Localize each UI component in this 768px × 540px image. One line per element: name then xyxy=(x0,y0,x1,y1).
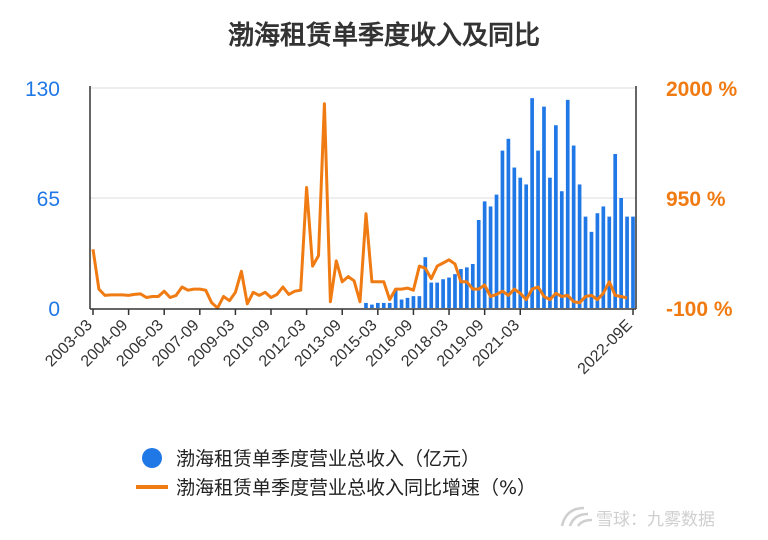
revenue-bar xyxy=(441,279,445,308)
right-axis: 2000 % 950 % -100 % xyxy=(666,78,738,321)
revenue-bar xyxy=(494,194,499,308)
revenue-bar xyxy=(518,177,523,308)
legend-label-growth: 渤海租赁单季度营业总收入同比增速（%） xyxy=(176,477,536,499)
revenue-bar xyxy=(554,125,558,308)
revenue-bar xyxy=(530,98,534,309)
revenue-bar xyxy=(536,150,540,308)
growth-line xyxy=(91,102,628,310)
revenue-bar xyxy=(387,302,392,308)
left-axis: 130 65 0 xyxy=(25,78,60,321)
revenue-bar xyxy=(619,198,623,308)
revenue-bar xyxy=(476,220,481,308)
right-tick-label: -100 % xyxy=(666,298,733,321)
revenue-bar xyxy=(601,206,606,308)
legend-item-growth: 渤海租赁单季度营业总收入同比增速（%） xyxy=(136,477,536,499)
revenue-bar xyxy=(465,267,469,308)
left-tick-label: 65 xyxy=(37,188,60,211)
left-tick-label: 0 xyxy=(48,298,60,321)
revenue-bar xyxy=(405,297,410,308)
revenue-bar xyxy=(411,296,416,308)
legend: 渤海租赁单季度营业总收入（亿元） 渤海租赁单季度营业总收入同比增速（%） xyxy=(136,448,536,499)
left-tick-label: 130 xyxy=(25,78,60,101)
right-tick-label: 2000 % xyxy=(666,78,738,101)
revenue-bar xyxy=(393,289,398,308)
revenue-bar xyxy=(423,257,428,308)
revenue-bar xyxy=(607,216,612,308)
revenue-bar xyxy=(524,184,529,308)
x-tick-label: 2022-09E xyxy=(575,317,636,378)
revenue-bar xyxy=(565,99,570,308)
revenue-bar xyxy=(571,145,576,308)
revenue-bar xyxy=(559,191,564,308)
growth-line-path xyxy=(91,102,628,310)
revenue-bar xyxy=(470,264,475,308)
snowball-logo-icon xyxy=(560,506,593,527)
revenue-bar xyxy=(500,150,505,308)
watermark-text: 雪球：九雾数据 xyxy=(596,510,715,530)
revenue-bar xyxy=(488,206,493,308)
revenue-bar xyxy=(631,216,635,308)
revenue-bar xyxy=(370,304,374,308)
legend-label-revenue: 渤海租赁单季度营业总收入（亿元） xyxy=(176,448,480,470)
revenue-bar xyxy=(595,213,600,308)
revenue-bar xyxy=(512,167,517,308)
revenue-bar xyxy=(548,177,552,308)
revenue-bar xyxy=(447,277,451,308)
revenue-bar xyxy=(613,154,618,308)
revenue-bar xyxy=(375,302,380,308)
revenue-bar xyxy=(453,274,457,308)
revenue-bar xyxy=(364,302,368,308)
revenue-bar xyxy=(625,216,629,308)
revenue-bar xyxy=(435,282,440,308)
revenue-bar xyxy=(583,216,588,308)
revenue-bar xyxy=(482,201,487,308)
revenue-bar xyxy=(399,299,404,308)
revenue-bar xyxy=(542,106,546,308)
revenue-bars xyxy=(364,98,635,309)
legend-bar-marker xyxy=(142,448,162,468)
revenue-bar xyxy=(417,296,422,308)
revenue-bar xyxy=(459,269,463,308)
revenue-bar xyxy=(381,302,386,308)
x-axis: 2003-032004-092006-032007-092009-032010-… xyxy=(42,309,636,378)
right-tick-label: 950 % xyxy=(666,188,726,211)
revenue-bar xyxy=(429,282,434,308)
watermark: 雪球：九雾数据 xyxy=(560,506,715,530)
legend-item-revenue: 渤海租赁单季度营业总收入（亿元） xyxy=(142,448,480,470)
revenue-bar xyxy=(577,184,582,308)
chart-title: 渤海租赁单季度收入及同比 xyxy=(228,20,540,51)
revenue-bar xyxy=(506,138,511,308)
revenue-bar xyxy=(589,231,594,308)
